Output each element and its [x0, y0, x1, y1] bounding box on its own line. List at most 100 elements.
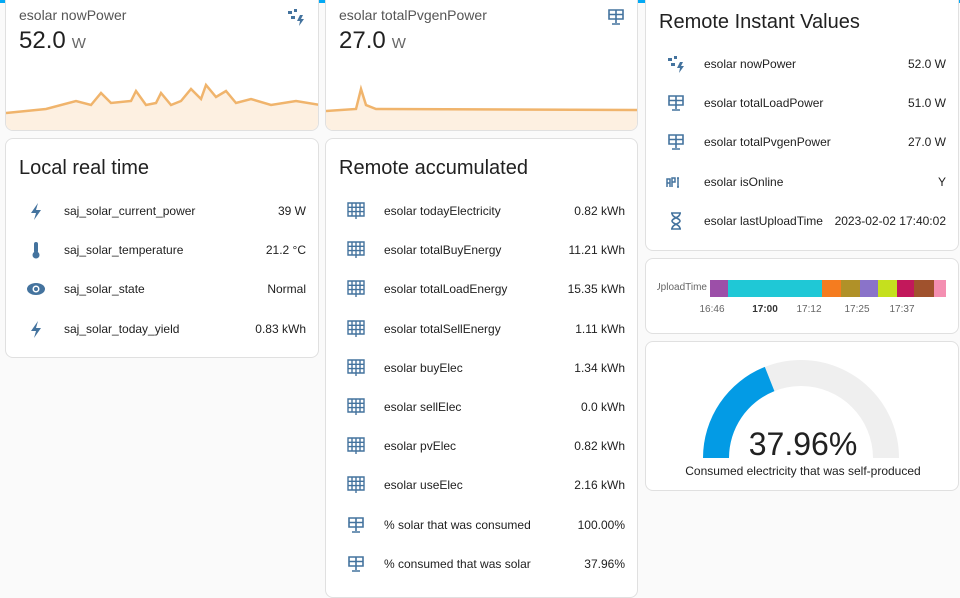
unit: W: [71, 35, 86, 52]
row-name: esolar totalBuyEnergy: [384, 243, 502, 258]
sparkline: [326, 84, 637, 130]
icon-glyph: [347, 398, 365, 415]
row-icon: [26, 279, 46, 299]
row-name: esolar sellElec: [384, 400, 462, 414]
value: 27.0: [339, 27, 386, 54]
row-value: 27.0 W: [907, 135, 946, 150]
row-value: Y: [937, 174, 946, 189]
gauge-fill: [703, 366, 775, 458]
entity-name: esolar nowPower: [19, 7, 127, 23]
row-name: esolar totalSellEnergy: [384, 321, 501, 336]
timeline-tick: 17:00: [752, 304, 778, 315]
row-value: 52.0 W: [907, 57, 946, 71]
card-title: Remote accumulated: [339, 157, 528, 179]
unit: W: [391, 35, 406, 52]
icon-glyph: [347, 202, 365, 219]
row-icon: [666, 93, 686, 113]
row-name: esolar totalLoadEnergy: [384, 282, 508, 297]
row-name: esolar totalPvgenPower: [704, 135, 831, 150]
entity-value: 52.0 W: [19, 27, 86, 55]
row-icon: [346, 475, 366, 495]
icon-glyph: [347, 280, 365, 298]
icon-glyph: [348, 516, 364, 533]
row-name: esolar lastUploadTime: [704, 213, 823, 228]
row-name: esolar buyElec: [384, 360, 463, 375]
sparkline: [6, 82, 318, 130]
icon-glyph: [348, 555, 364, 572]
row-icon: [346, 358, 366, 378]
icon-glyph: [668, 56, 684, 73]
row-value: 2.16 kWh: [574, 478, 625, 493]
row-value: 11.21 kWh: [568, 243, 625, 258]
card-title: Local real time: [19, 157, 150, 179]
row-value: 100.00%: [577, 517, 625, 532]
timeline-bar: [710, 280, 946, 297]
row-name: saj_solar_temperature: [64, 243, 184, 258]
row-name: % solar that was consumed: [384, 517, 531, 532]
row-value: 1.34 kWh: [574, 360, 625, 375]
row-value: 0.82 kWh: [574, 439, 625, 454]
row-name: saj_solar_today_yield: [64, 321, 180, 336]
icon-glyph: [671, 211, 681, 230]
row-icon: [666, 211, 686, 231]
row-icon: [346, 240, 366, 260]
row-icon: [666, 54, 686, 74]
timeline-label-text: UploadTime: [657, 282, 707, 293]
gauge-name: Consumed electricity that was self-produ…: [685, 464, 921, 478]
row-value: 37.96%: [584, 556, 625, 571]
row-value: 39 W: [277, 204, 306, 218]
row-value: 2023-02-02 17:40:02: [834, 213, 946, 228]
row-icon: [666, 172, 686, 192]
card-title: Remote Instant Values: [659, 11, 860, 33]
icon-glyph: [668, 134, 684, 151]
entity-name: esolar totalPvgenPower: [339, 7, 487, 23]
value: 52.0: [19, 27, 66, 54]
timeline-label: UploadTime: [657, 282, 707, 293]
icon: [608, 9, 624, 25]
icon-glyph: [347, 476, 365, 494]
icon-glyph: [347, 359, 365, 376]
row-name: esolar nowPower: [704, 57, 797, 71]
gauge: [703, 360, 899, 458]
row-name: esolar isOnline: [704, 174, 784, 189]
icon-glyph: [32, 242, 40, 259]
row-icon: [26, 201, 46, 221]
row-icon: [346, 554, 366, 574]
row-icon: [26, 240, 46, 260]
icon-glyph: [668, 95, 684, 111]
row-icon: [346, 515, 366, 535]
row-name: esolar totalLoadPower: [704, 96, 824, 111]
icon-glyph: [27, 283, 45, 296]
row-icon: [666, 132, 686, 152]
icon-glyph: [347, 437, 365, 455]
row-name: esolar useElec: [384, 478, 463, 493]
timeline-tick: 17:12: [796, 304, 822, 315]
entities-card: Remote Instant Values esolar nowPower 52.…: [645, 0, 959, 251]
timeline-tick: 17:37: [889, 304, 915, 315]
timeline-tick: 16:46: [699, 304, 725, 315]
row-icon: [346, 201, 366, 221]
row-value: 21.2 °C: [265, 243, 306, 258]
row-name: % consumed that was solar: [384, 556, 531, 571]
row-value: 15.35 kWh: [567, 282, 625, 297]
icon-glyph: [31, 320, 41, 338]
row-name: esolar todayElectricity: [384, 204, 501, 218]
row-name: saj_solar_state: [64, 282, 145, 297]
icon-glyph: [347, 241, 365, 259]
row-value: 51.0 W: [907, 96, 946, 111]
row-value: Normal: [267, 282, 306, 297]
timeline-tick: 17:25: [844, 304, 870, 315]
row-name: esolar pvElec: [384, 439, 457, 454]
gauge-value: 37.96%: [748, 426, 858, 462]
row-value: 0.82 kWh: [574, 204, 625, 218]
entity-card[interactable]: esolar totalPvgenPower 27.0 W: [325, 0, 638, 131]
row-value: 0.83 kWh: [255, 321, 306, 336]
row-value: 0.0 kWh: [580, 400, 625, 414]
entity-card[interactable]: esolar nowPower 52.0 W: [5, 0, 319, 131]
icon: [288, 9, 304, 26]
row-icon: [26, 319, 46, 339]
entity-value: 27.0 W: [339, 27, 406, 55]
entities-card: Local real time saj_solar_current_power 3…: [5, 138, 319, 358]
gauge-card: 37.96% Consumed electricity that was sel…: [645, 341, 959, 491]
